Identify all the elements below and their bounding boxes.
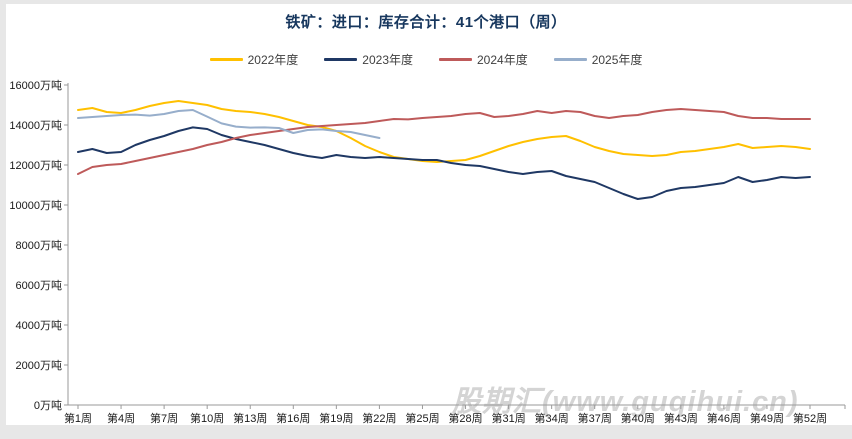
x-axis-tick-label: 第43周	[664, 411, 698, 425]
x-axis-tick-label: 第37周	[578, 411, 612, 425]
x-axis-tick-label: 第40周	[621, 411, 655, 425]
y-axis-tick-label: 8000万吨	[16, 239, 62, 252]
x-axis-tick-label: 第25周	[405, 411, 439, 425]
x-axis-tick-label: 第52周	[793, 411, 827, 425]
series-line-2025年度	[77, 109, 381, 139]
legend-label: 2025年度	[591, 53, 643, 67]
legend-label: 2023年度	[362, 53, 413, 67]
y-axis-tick-label: 10000万吨	[9, 199, 62, 212]
x-axis-tick-label: 第4周	[107, 411, 135, 425]
y-axis-tick-label: 4000万吨	[16, 319, 62, 332]
series-line-2024年度	[77, 108, 811, 175]
legend-line-swatch	[324, 58, 358, 61]
y-axis-tick-label: 14000万吨	[9, 119, 62, 132]
x-axis-tick-label: 第10周	[190, 411, 224, 425]
y-axis-tick-label: 0万吨	[34, 399, 62, 412]
x-axis-tick-label: 第49周	[750, 411, 784, 425]
legend-item-2025年度[interactable]: 2025年度	[553, 51, 643, 68]
x-axis-tick-label: 第22周	[362, 411, 396, 425]
legend: 2022年度 2023年度 2024年度 2025年度	[0, 51, 852, 68]
legend-item-2024年度[interactable]: 2024年度	[439, 51, 528, 68]
y-axis-tick-label: 2000万吨	[16, 359, 62, 372]
legend-label: 2022年度	[247, 53, 299, 67]
series-line-2023年度	[77, 126, 811, 200]
x-axis-tick-label: 第34周	[535, 411, 569, 425]
legend-line-swatch	[439, 58, 472, 61]
x-axis-tick-label: 第19周	[319, 411, 353, 425]
x-axis-tick-label: 第1周	[64, 411, 92, 425]
x-axis-tick-label: 第7周	[150, 411, 178, 425]
chart-card	[6, 4, 852, 425]
legend-line-swatch	[553, 58, 587, 61]
x-axis-tick-label: 第31周	[491, 411, 525, 425]
watermark-text: 股期汇(www.guqihui.cn)	[452, 386, 799, 418]
x-axis-tick-label: 第28周	[448, 411, 482, 425]
y-axis-tick-label: 6000万吨	[16, 279, 62, 292]
x-axis-tick-label: 第13周	[233, 411, 267, 425]
chart-title: 铁矿：进口：库存合计：41个港口（周）	[285, 14, 567, 31]
legend-item-2022年度[interactable]: 2022年度	[209, 51, 299, 68]
y-axis-tick-label: 12000万吨	[9, 159, 62, 172]
legend-label: 2024年度	[477, 53, 528, 67]
x-axis-tick-label: 第46周	[707, 411, 741, 425]
legend-item-2023年度[interactable]: 2023年度	[324, 51, 413, 68]
y-axis-tick-label: 16000万吨	[9, 79, 62, 92]
x-axis-tick-label: 第16周	[276, 411, 310, 425]
legend-line-swatch	[209, 58, 243, 61]
